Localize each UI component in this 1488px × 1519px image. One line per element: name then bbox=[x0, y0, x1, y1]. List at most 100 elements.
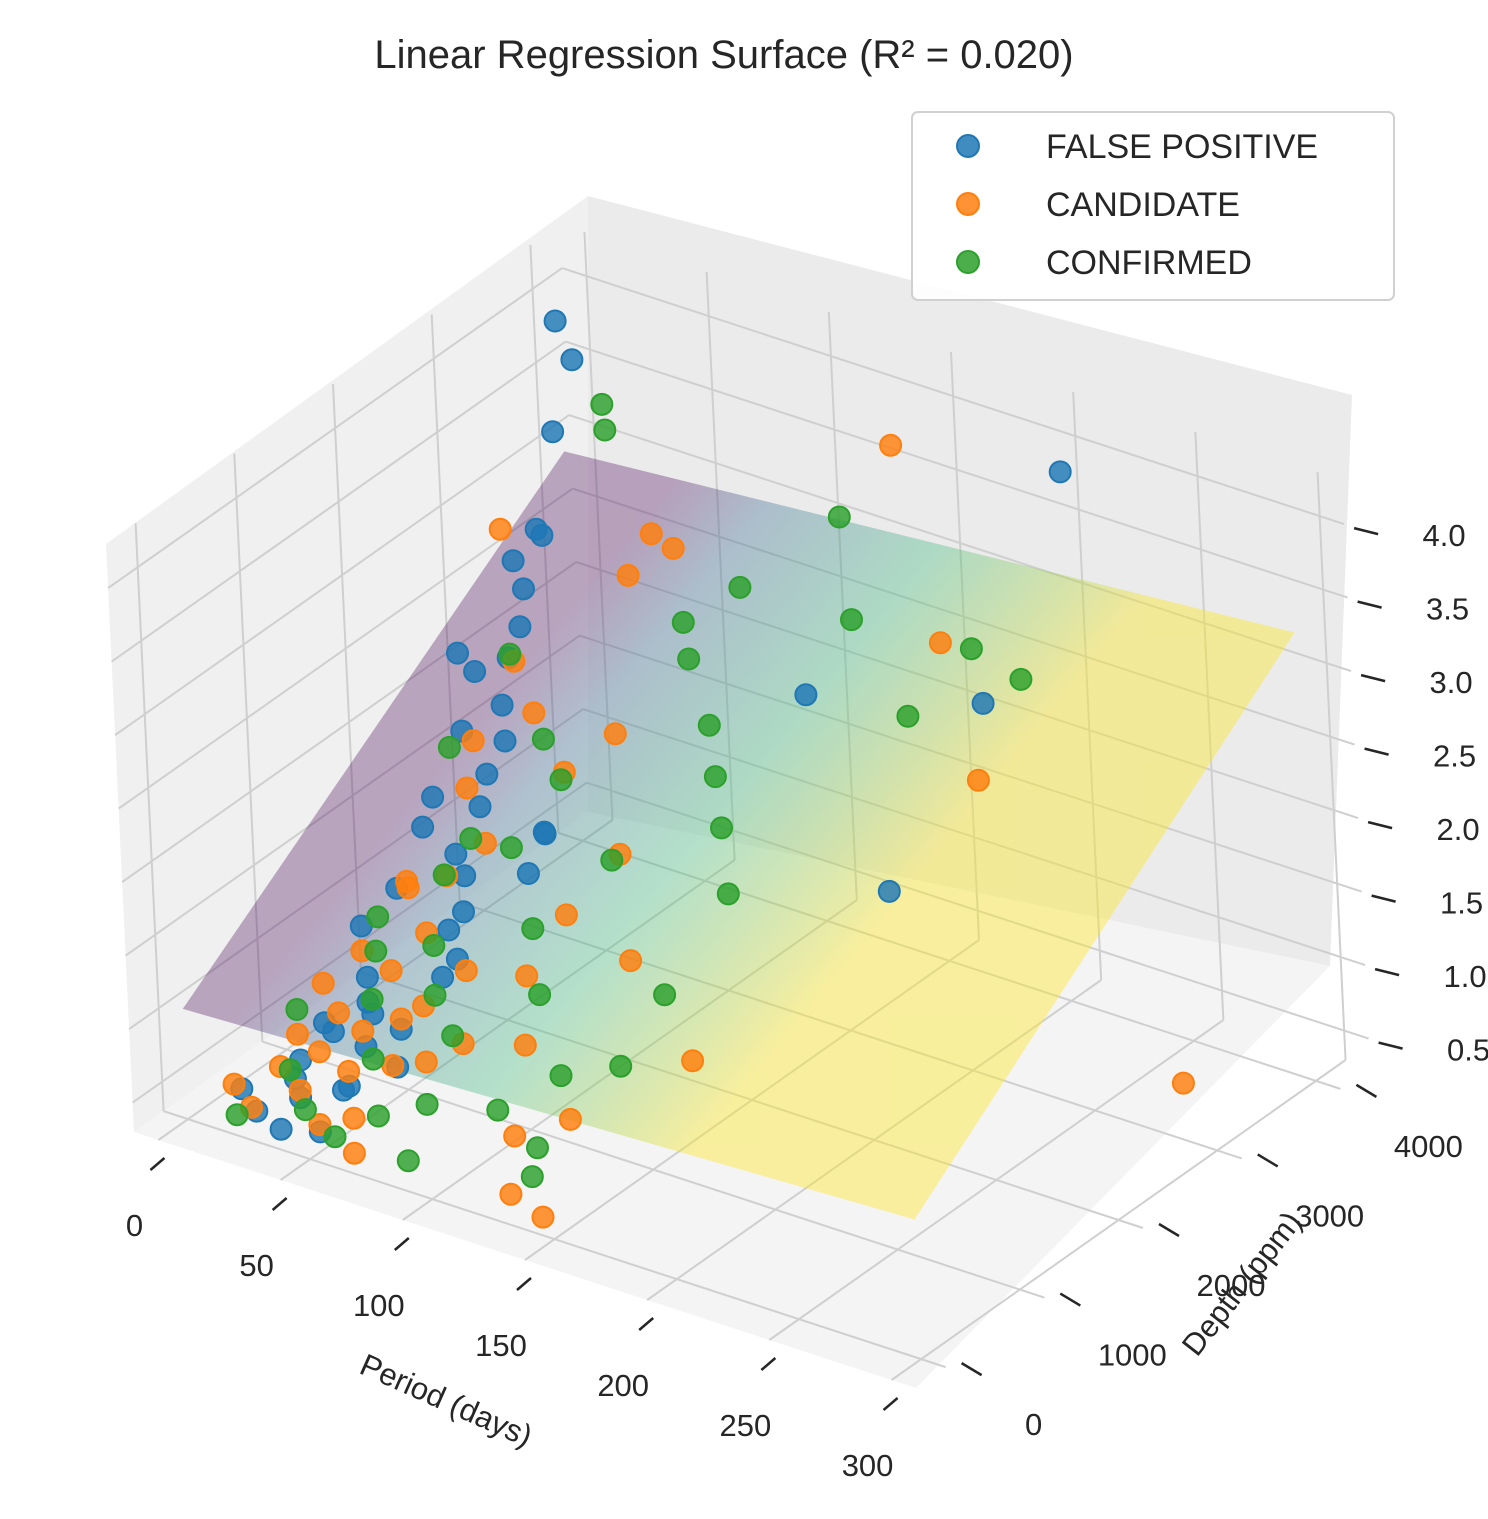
z-tick-mark bbox=[1360, 673, 1386, 683]
legend-marker bbox=[956, 192, 980, 216]
gridline-z-back bbox=[565, 340, 1348, 599]
data-point bbox=[697, 713, 721, 737]
data-point bbox=[421, 785, 445, 809]
z-tick-label: 2.5 bbox=[1433, 739, 1476, 774]
data-point bbox=[590, 392, 614, 416]
x-tick-mark bbox=[638, 1317, 655, 1331]
data-point bbox=[463, 660, 487, 683]
data-point bbox=[446, 641, 469, 665]
axis-ticks: 050100150200250300010002000300040000.51.… bbox=[126, 518, 1488, 1483]
data-point bbox=[554, 903, 578, 927]
z-tick-label: 0.5 bbox=[1447, 1033, 1488, 1068]
scatter-points bbox=[222, 309, 1195, 1229]
z-tick-mark bbox=[1353, 526, 1379, 536]
gridline-z-left bbox=[111, 340, 567, 663]
data-point bbox=[1009, 667, 1033, 691]
x-tick-label: 250 bbox=[720, 1408, 772, 1443]
data-point bbox=[827, 505, 851, 529]
y-tick-mark bbox=[1059, 1292, 1081, 1307]
z-tick-mark bbox=[1364, 747, 1389, 756]
z-tick-mark bbox=[1371, 894, 1396, 903]
data-point bbox=[522, 701, 546, 725]
data-point bbox=[896, 704, 920, 728]
data-point bbox=[971, 691, 995, 715]
data-point bbox=[337, 1059, 361, 1083]
data-point bbox=[928, 631, 952, 655]
z-tick-label: 2.0 bbox=[1437, 812, 1480, 847]
data-point bbox=[524, 517, 548, 541]
data-point bbox=[342, 1141, 366, 1165]
x-tick-mark bbox=[149, 1157, 166, 1171]
data-point bbox=[877, 879, 901, 903]
data-point bbox=[600, 848, 624, 872]
x-tick-label: 0 bbox=[126, 1208, 143, 1243]
data-point bbox=[716, 882, 740, 906]
legend-label: CANDIDATE bbox=[1046, 186, 1240, 224]
data-point bbox=[361, 1047, 385, 1071]
data-point bbox=[543, 309, 567, 333]
y-tick-mark bbox=[960, 1362, 983, 1377]
z-tick-label: 1.0 bbox=[1444, 959, 1487, 994]
data-point bbox=[396, 876, 420, 900]
data-point bbox=[381, 1054, 405, 1077]
data-point bbox=[288, 1078, 312, 1102]
data-point bbox=[516, 862, 540, 885]
x-tick-label: 200 bbox=[597, 1368, 649, 1403]
z-tick-label: 1.5 bbox=[1440, 886, 1483, 921]
data-point bbox=[278, 1058, 302, 1082]
x-tick-mark bbox=[760, 1357, 777, 1371]
y-tick-mark bbox=[1355, 1083, 1378, 1098]
data-point bbox=[307, 1040, 331, 1064]
data-point bbox=[541, 420, 565, 444]
series-1 bbox=[222, 433, 1195, 1229]
x-tick-label: 100 bbox=[353, 1288, 405, 1323]
y-tick-mark bbox=[1158, 1222, 1180, 1238]
data-point bbox=[423, 983, 447, 1007]
data-point bbox=[560, 348, 584, 372]
z-tick-mark bbox=[1378, 1041, 1403, 1050]
x-tick-mark bbox=[271, 1197, 288, 1211]
z-tick-label: 3.0 bbox=[1430, 665, 1473, 700]
data-point bbox=[966, 768, 990, 792]
x-tick-mark bbox=[516, 1277, 532, 1291]
z-tick-label: 4.0 bbox=[1423, 518, 1466, 553]
gridline-z-back bbox=[561, 267, 1345, 526]
data-point bbox=[293, 1098, 317, 1122]
data-point bbox=[531, 727, 555, 751]
y-tick-label: 2000 bbox=[1197, 1268, 1266, 1303]
data-point bbox=[486, 1098, 510, 1122]
data-point bbox=[452, 900, 475, 924]
data-point bbox=[1048, 460, 1072, 484]
data-point bbox=[366, 905, 390, 929]
data-point bbox=[441, 1024, 465, 1048]
data-point bbox=[879, 433, 903, 457]
data-point bbox=[508, 615, 532, 639]
data-point bbox=[414, 1050, 438, 1074]
data-point bbox=[308, 1113, 332, 1136]
data-point bbox=[558, 1107, 582, 1131]
data-point bbox=[488, 517, 512, 541]
data-point bbox=[351, 1019, 375, 1043]
data-point bbox=[959, 637, 983, 661]
legend-label: CONFIRMED bbox=[1046, 244, 1252, 282]
data-point bbox=[671, 610, 695, 634]
data-point bbox=[475, 762, 499, 786]
data-point bbox=[411, 815, 435, 839]
data-point bbox=[225, 1103, 249, 1127]
data-point bbox=[379, 959, 403, 983]
gridline-y-left bbox=[134, 523, 165, 1112]
data-point bbox=[459, 827, 483, 850]
gridline-z-left bbox=[118, 487, 574, 810]
data-point bbox=[360, 987, 384, 1011]
data-point bbox=[616, 563, 640, 587]
data-point bbox=[528, 983, 552, 1007]
series-2 bbox=[225, 392, 1033, 1189]
data-point bbox=[501, 549, 525, 573]
data-point bbox=[677, 647, 701, 671]
data-point bbox=[512, 577, 535, 601]
data-point bbox=[286, 1022, 309, 1046]
data-point bbox=[366, 1104, 390, 1128]
data-point bbox=[422, 934, 446, 957]
legend-marker bbox=[956, 134, 980, 158]
y-tick-label: 3000 bbox=[1295, 1198, 1364, 1233]
